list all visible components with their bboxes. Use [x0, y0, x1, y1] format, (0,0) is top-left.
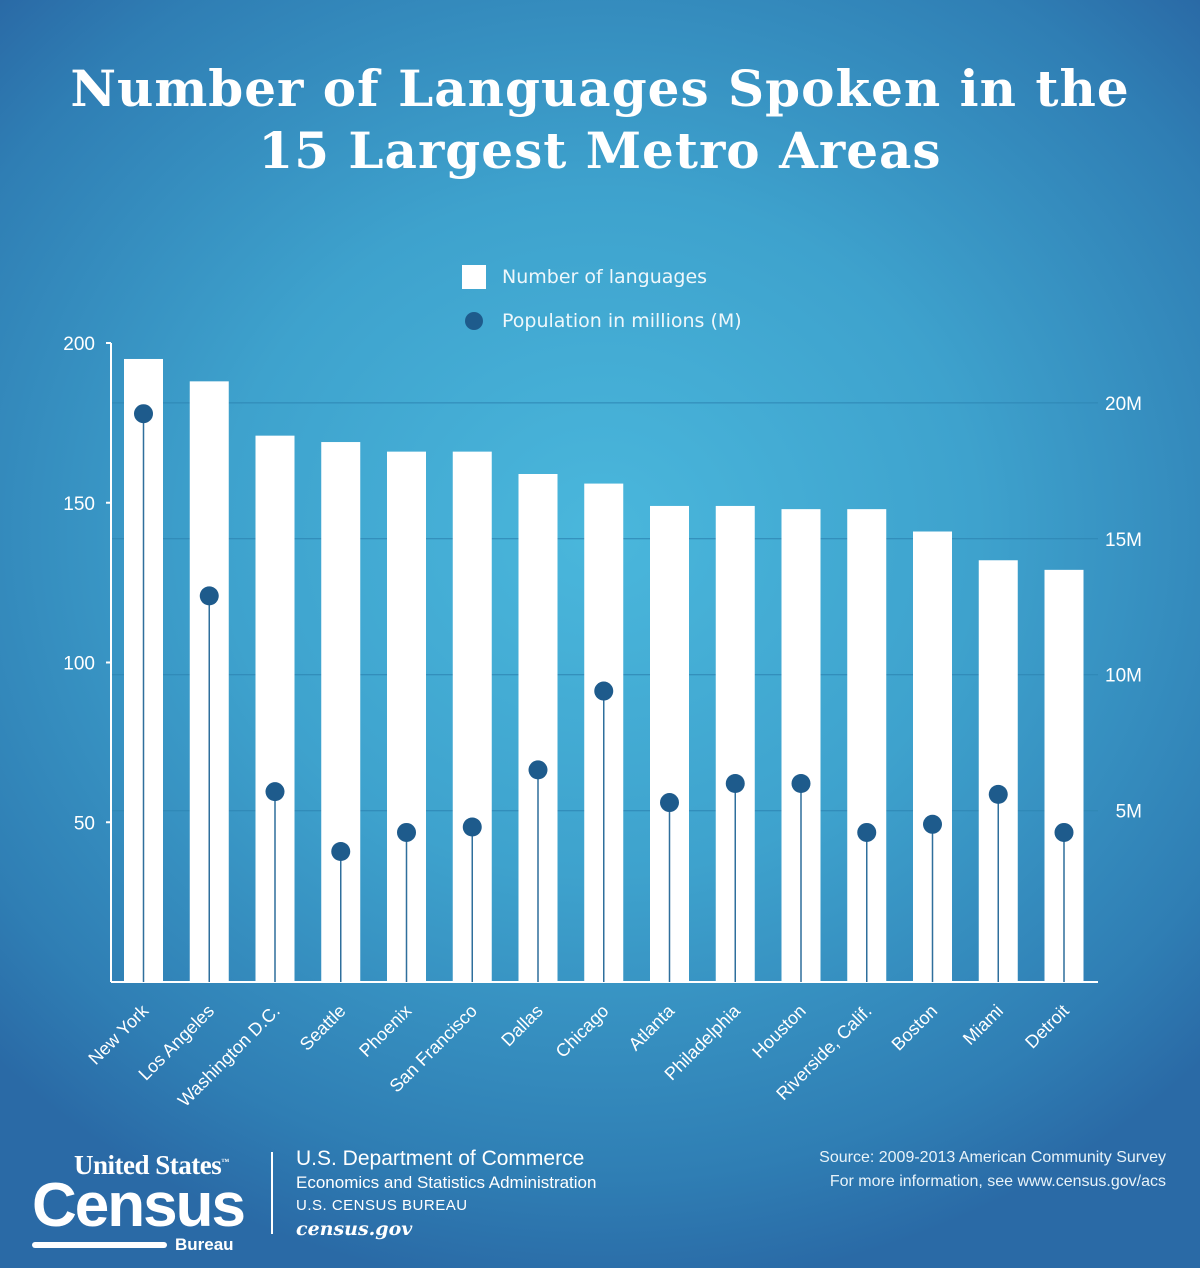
legend-item-population: Population in millions (M): [462, 299, 742, 343]
legend-dot-swatch: [465, 312, 483, 330]
population-dot: [397, 822, 416, 842]
population-dot: [988, 784, 1008, 804]
population-dot: [923, 814, 942, 834]
x-tick-label: Phoenix: [355, 1001, 415, 1061]
population-dot: [857, 822, 877, 842]
x-tick-label: Boston: [888, 1001, 942, 1055]
right-tick-label: 15M: [1105, 530, 1142, 551]
logo-trademark: ™: [221, 1157, 229, 1166]
population-dot: [791, 774, 811, 794]
logo-united-states: United States: [74, 1150, 222, 1180]
left-tick-label: 100: [63, 654, 95, 675]
source-line: Source: 2009-2013 American Community Sur…: [819, 1149, 1166, 1166]
population-dot: [331, 841, 351, 861]
census-gov-link[interactable]: census.gov: [296, 1218, 413, 1240]
right-tick-label: 20M: [1105, 394, 1142, 415]
legend-bar-swatch: [462, 265, 486, 289]
chart-legend: Number of languages Population in millio…: [462, 255, 742, 343]
logo-census: Census: [32, 1171, 246, 1240]
left-tick-label: 150: [63, 494, 95, 515]
legend-label-population: Population in millions (M): [502, 310, 742, 332]
left-tick-label: 200: [63, 334, 95, 355]
logo-bureau: Bureau: [175, 1235, 234, 1254]
x-tick-label: Miami: [959, 1001, 1007, 1049]
dept-commerce: U.S. Department of Commerce: [296, 1147, 585, 1170]
population-dot: [134, 404, 153, 424]
dept-census-bureau: U.S. CENSUS BUREAU: [296, 1197, 468, 1214]
x-tick-label: Detroit: [1021, 1001, 1073, 1053]
population-dot: [265, 782, 285, 802]
department-block: U.S. Department of Commerce Economics an…: [296, 1146, 596, 1241]
x-tick-label: Dallas: [497, 1001, 547, 1051]
x-tick-label: Seattle: [296, 1001, 350, 1055]
population-dot: [660, 793, 679, 813]
population-dot: [1054, 822, 1074, 842]
x-tick-label: Houston: [748, 1001, 810, 1063]
population-dot: [725, 774, 745, 794]
footer-divider: [271, 1152, 273, 1234]
source-note: Source: 2009-2013 American Community Sur…: [819, 1146, 1166, 1194]
legend-item-languages: Number of languages: [462, 255, 742, 299]
population-dot: [594, 681, 614, 701]
chart-title-line-1: Number of Languages Spoken in the: [70, 59, 1130, 118]
dept-esa: Economics and Statistics Administration: [296, 1173, 597, 1192]
right-tick-label: 5M: [1116, 802, 1142, 823]
legend-label-languages: Number of languages: [502, 266, 708, 288]
right-tick-label: 10M: [1105, 666, 1142, 687]
population-dot: [462, 817, 482, 837]
population-dot: [528, 760, 548, 780]
chart-title-line-2: 15 Largest Metro Areas: [258, 121, 942, 180]
x-tick-label: Atlanta: [625, 1000, 679, 1054]
x-tick-label: Chicago: [552, 1001, 613, 1062]
x-tick-label: New York: [84, 1000, 153, 1069]
logo-underline: [32, 1242, 167, 1248]
more-info-line[interactable]: For more information, see www.census.gov…: [829, 1173, 1166, 1190]
population-dot: [199, 586, 219, 606]
chart-title: Number of Languages Spoken in the 15 Lar…: [0, 58, 1200, 182]
census-logo: United States™ Census Bureau: [32, 1148, 257, 1255]
left-tick-label: 50: [74, 813, 95, 834]
